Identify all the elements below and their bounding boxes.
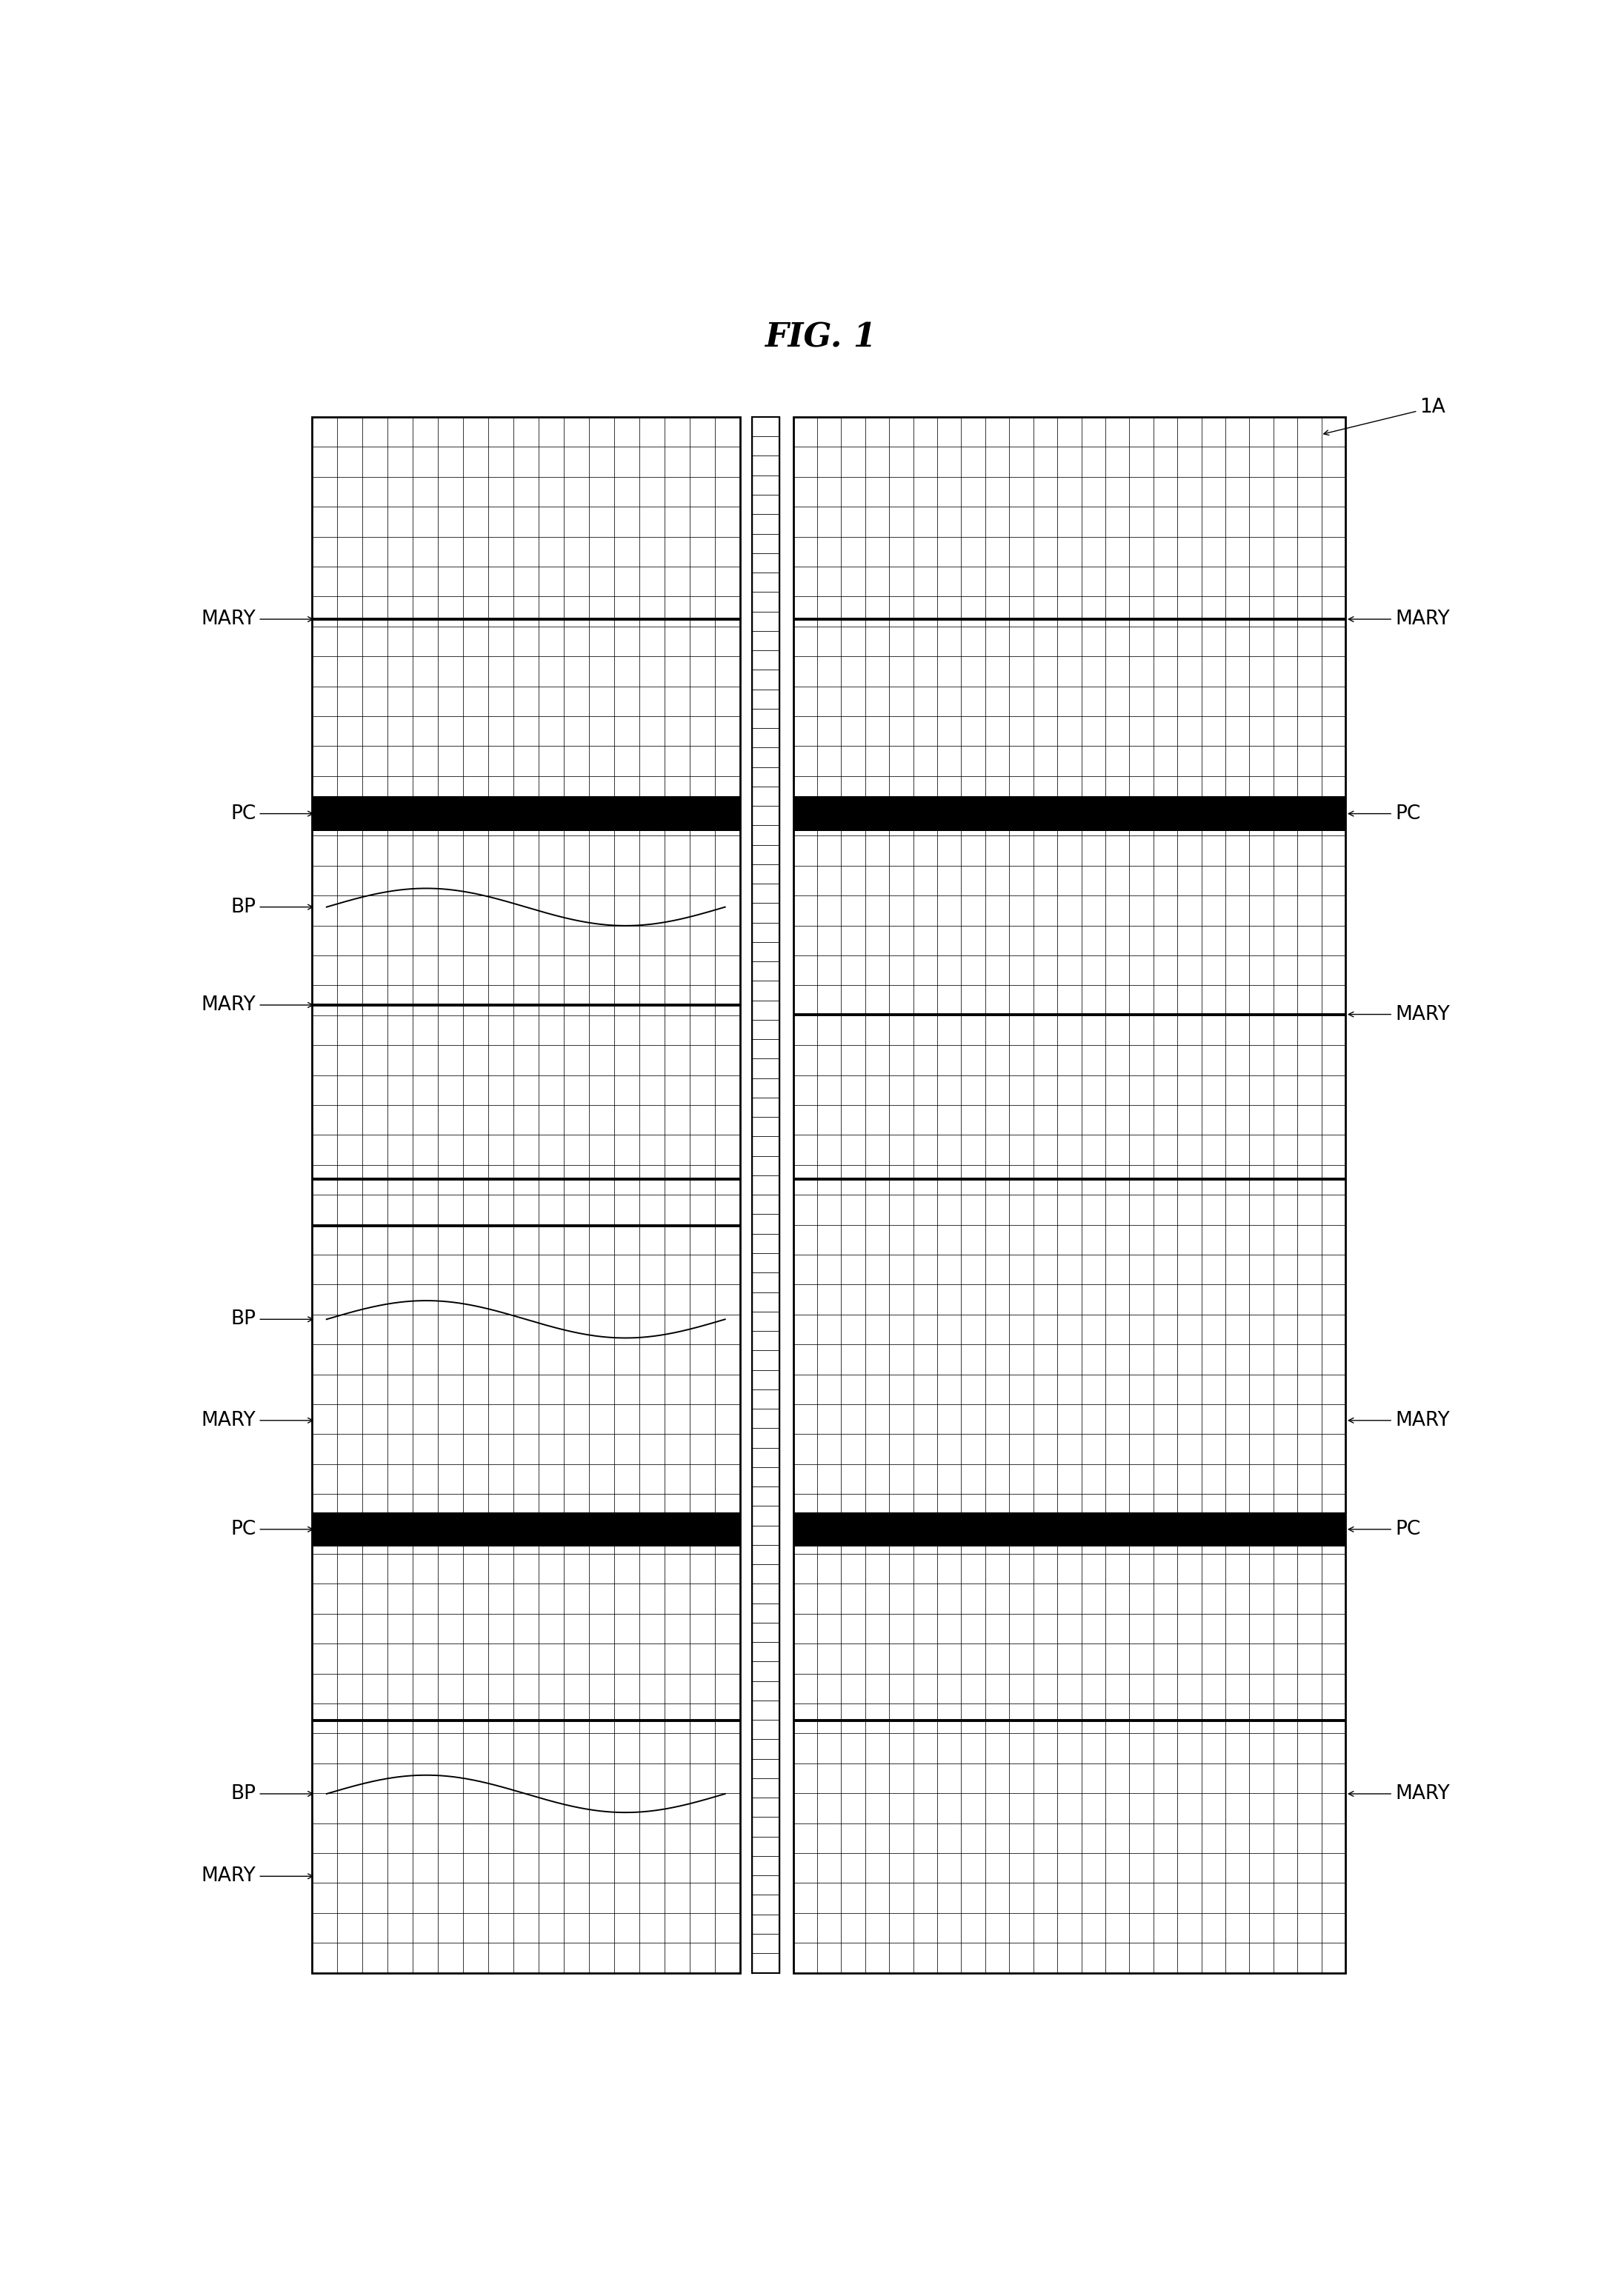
Text: 1A: 1A — [1324, 397, 1446, 436]
Text: FIG. 1: FIG. 1 — [765, 321, 876, 354]
Bar — [792, 797, 1345, 831]
Bar — [752, 418, 780, 1972]
Text: MARY: MARY — [202, 1410, 312, 1430]
Text: PC: PC — [1348, 804, 1420, 824]
Text: PC: PC — [231, 804, 312, 824]
Bar — [792, 418, 1345, 1972]
Bar — [312, 1513, 740, 1548]
Text: MARY: MARY — [202, 608, 312, 629]
Text: BP: BP — [231, 898, 312, 916]
Text: MARY: MARY — [1348, 608, 1449, 629]
Text: MARY: MARY — [1348, 1784, 1449, 1802]
Bar — [752, 418, 780, 1972]
Text: MARY: MARY — [1348, 1410, 1449, 1430]
Text: MARY: MARY — [202, 996, 312, 1015]
Text: PC: PC — [231, 1520, 312, 1538]
Bar — [792, 418, 1345, 1972]
Text: BP: BP — [231, 1784, 312, 1802]
Bar — [312, 797, 740, 831]
Bar — [312, 418, 740, 1972]
Bar — [792, 1513, 1345, 1548]
Text: MARY: MARY — [1348, 1006, 1449, 1024]
Text: BP: BP — [231, 1309, 312, 1329]
Text: MARY: MARY — [202, 1867, 312, 1885]
Text: PC: PC — [1348, 1520, 1420, 1538]
Bar — [312, 418, 740, 1972]
